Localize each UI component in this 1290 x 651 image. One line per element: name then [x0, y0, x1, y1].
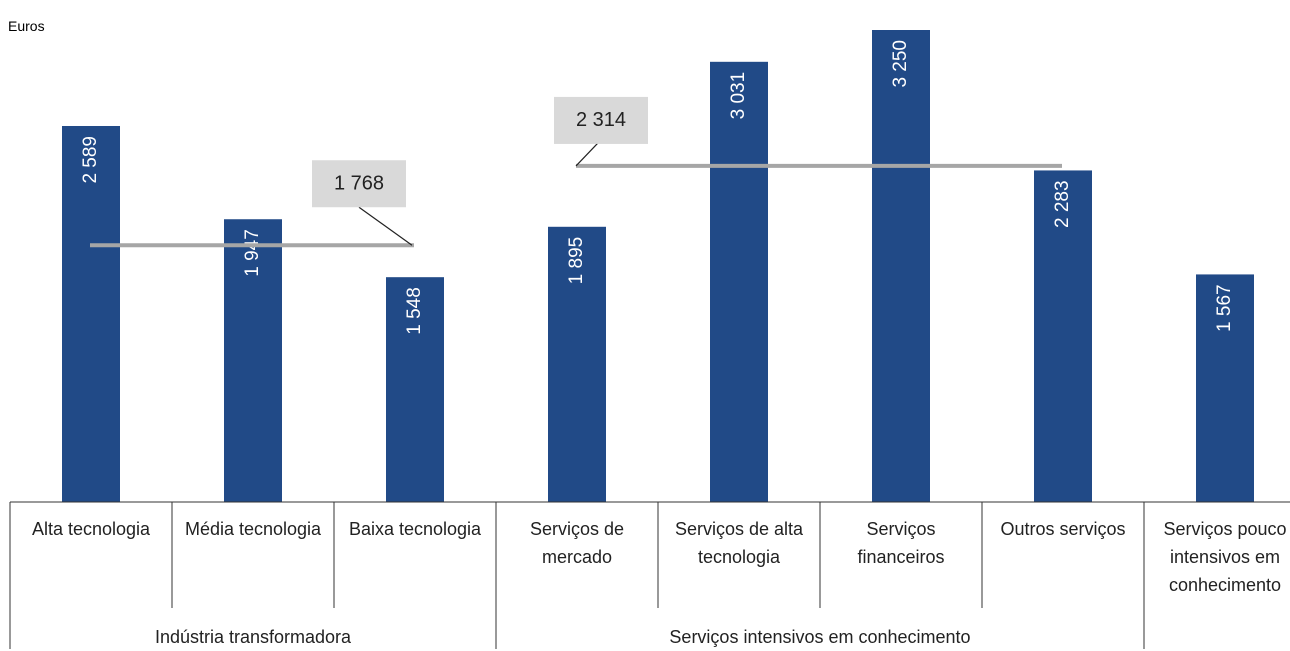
group-label: Serviços intensivos em conhecimento: [669, 627, 971, 647]
bar: [548, 226, 606, 502]
x-tick-label: Baixa tecnologia: [348, 519, 482, 539]
bar: [1034, 170, 1092, 502]
value-label: 2 589: [80, 136, 101, 184]
x-tick-label: Serviços de mercado: [529, 519, 625, 567]
annotation-box: [554, 96, 648, 144]
annotation-box: [312, 160, 406, 208]
annotation-label: 2 314: [576, 109, 626, 131]
x-tick-label: Serviços de alta tecnologia: [674, 519, 804, 567]
y-axis-label: Euros: [8, 18, 45, 34]
group-label: Indústria transformadora: [154, 627, 352, 647]
bar: [62, 125, 120, 503]
x-tick-label: Serviços pouco intensivos em conheciment…: [1163, 519, 1287, 595]
value-label: 2 283: [1052, 180, 1073, 228]
value-label: 3 250: [890, 40, 911, 88]
value-label: 3 031: [728, 72, 749, 120]
annotation-label: 1 768: [334, 173, 384, 195]
x-tick-label: Média tecnologia: [184, 519, 322, 539]
bar: [710, 61, 768, 502]
x-tick-label: Alta tecnologia: [31, 519, 151, 539]
bar: [1196, 274, 1254, 502]
value-label: 1 895: [566, 237, 587, 285]
bar: [224, 219, 282, 502]
x-tick-label: Outros serviços: [1000, 519, 1126, 539]
annotation-leader: [358, 206, 413, 246]
bar: [386, 277, 444, 502]
value-label: 1 567: [1214, 284, 1235, 332]
annotation-leader: [575, 142, 599, 167]
x-tick-label: Serviços financeiros: [857, 519, 945, 567]
value-label: 1 947: [242, 229, 263, 277]
bar: [872, 30, 930, 502]
value-label: 1 548: [404, 287, 425, 335]
